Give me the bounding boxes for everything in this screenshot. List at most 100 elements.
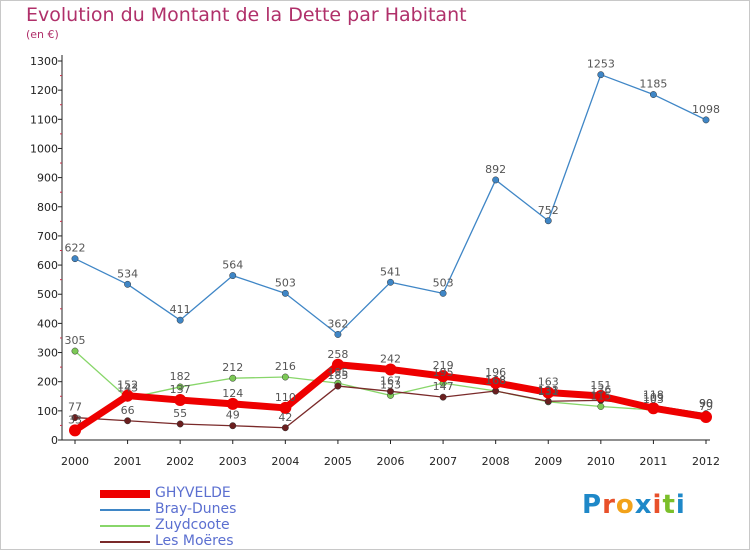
- data-label-les-moeres: 49: [226, 409, 240, 422]
- data-label-ghyvelde: 110: [275, 391, 296, 404]
- data-label-les-moeres: 66: [121, 404, 135, 417]
- x-tick-label: 2007: [429, 455, 457, 468]
- data-label-zuydcoote: 212: [222, 361, 243, 374]
- x-tick-label: 2004: [271, 455, 299, 468]
- axes: 0 100 200 300 400 500 600 700 800 900 1000 1100 1200…: [30, 55, 720, 468]
- y-tick-label: 1100: [30, 113, 58, 126]
- x-tick-label: 2010: [587, 455, 615, 468]
- data-label-bray-dunes: 752: [538, 204, 559, 217]
- data-label-ghyvelde: 196: [485, 366, 506, 379]
- data-point-les-moeres: [439, 393, 447, 401]
- logo-letter: x: [634, 490, 653, 520]
- data-label-les-moeres: 168: [485, 374, 506, 387]
- x-tick-label: 2001: [114, 455, 142, 468]
- data-label-ghyvelde: 79: [699, 400, 713, 413]
- data-point-bray-dunes: [702, 116, 710, 124]
- data-label-ghyvelde: 109: [643, 391, 664, 404]
- data-label-les-moeres: 185: [327, 369, 348, 382]
- data-label-les-moeres: 90: [699, 397, 713, 410]
- y-tick-label: 1300: [30, 55, 58, 68]
- y-tick-label: 900: [37, 172, 58, 185]
- y-tick-label: 0: [51, 434, 58, 447]
- data-label-zuydcoote: 216: [275, 360, 296, 373]
- y-tick-label: 1000: [30, 142, 58, 155]
- data-point-zuydcoote: [176, 383, 184, 391]
- logo-letter: i: [675, 490, 686, 520]
- data-label-bray-dunes: 541: [380, 265, 401, 278]
- chart-unit: (en €): [26, 28, 59, 41]
- y-tick-label: 700: [37, 230, 58, 243]
- data-label-zuydcoote: 182: [170, 370, 191, 383]
- data-label-zuydcoote: 305: [65, 334, 86, 347]
- legend-label-zuydcoote: Zuydcoote: [155, 517, 230, 533]
- y-tick-label: 400: [37, 317, 58, 330]
- y-tick-label: 1200: [30, 84, 58, 97]
- data-label-bray-dunes: 1253: [587, 58, 615, 71]
- legend-swatch-bray-dunes: [100, 509, 150, 511]
- y-tick-label: 300: [37, 347, 58, 360]
- data-label-zuydcoote: 195: [327, 366, 348, 379]
- x-tick-label: 2011: [639, 455, 667, 468]
- legend-label-ghyvelde: GHYVELDE: [155, 485, 231, 501]
- x-tick-label: 2002: [166, 455, 194, 468]
- data-label-ghyvelde: 219: [433, 359, 454, 372]
- data-label-bray-dunes: 622: [65, 242, 86, 255]
- data-label-bray-dunes: 503: [433, 276, 454, 289]
- data-point-bray-dunes: [492, 176, 500, 184]
- data-label-bray-dunes: 503: [275, 276, 296, 289]
- data-label-zuydcoote: 195: [433, 366, 454, 379]
- data-label-zuydcoote: 103: [643, 393, 664, 406]
- data-label-ghyvelde: 151: [590, 379, 611, 392]
- data-label-bray-dunes: 1185: [639, 78, 667, 91]
- data-label-bray-dunes: 411: [170, 303, 191, 316]
- data-point-zuydcoote: [281, 373, 289, 381]
- data-point-les-moeres: [176, 420, 184, 428]
- data-point-ghyvelde: [542, 386, 555, 399]
- data-label-ghyvelde: 124: [222, 387, 243, 400]
- y-tick-label: 600: [37, 259, 58, 272]
- data-label-zuydcoote: 131: [538, 385, 559, 398]
- data-point-bray-dunes: [439, 289, 447, 297]
- data-point-bray-dunes: [176, 316, 184, 324]
- series-line-bray-dunes: [74, 74, 707, 336]
- data-point-bray-dunes: [229, 272, 237, 280]
- data-point-bray-dunes: [387, 278, 394, 286]
- x-tick-label: 2003: [219, 455, 247, 468]
- data-label-ghyvelde: 137: [170, 383, 191, 396]
- data-label-ghyvelde: 258: [327, 348, 348, 361]
- proxiti-logo: Proxiti: [582, 490, 686, 520]
- data-point-zuydcoote: [229, 374, 237, 382]
- data-label-ghyvelde: 242: [380, 352, 401, 365]
- legend-swatch-les-moeres: [100, 541, 150, 543]
- data-point-les-moeres: [387, 387, 394, 395]
- data-label-zuydcoote: 168: [485, 374, 506, 387]
- data-label-les-moeres: 118: [643, 389, 664, 402]
- data-point-ghyvelde: [331, 358, 344, 371]
- series-points: [69, 71, 712, 437]
- data-label-zuydcoote: 115: [590, 389, 611, 402]
- data-label-ghyvelde: 152: [117, 379, 138, 392]
- x-tick-label: 2005: [324, 455, 352, 468]
- data-point-ghyvelde: [594, 389, 607, 402]
- legend-label-les-moeres: Les Moëres: [155, 533, 234, 549]
- data-point-les-moeres: [544, 397, 552, 405]
- data-point-ghyvelde: [121, 389, 134, 402]
- data-point-bray-dunes: [281, 289, 289, 297]
- data-point-ghyvelde: [437, 370, 450, 383]
- data-label-zuydcoote: 153: [380, 378, 401, 391]
- legend-label-bray-dunes: Bray-Dunes: [155, 501, 237, 517]
- logo-letter: i: [652, 490, 663, 520]
- data-label-les-moeres: 147: [433, 380, 454, 393]
- data-point-bray-dunes: [124, 280, 132, 288]
- data-label-les-moeres: 77: [68, 401, 82, 414]
- y-tick-label: 500: [37, 288, 58, 301]
- data-point-bray-dunes: [71, 255, 79, 263]
- logo-letter: t: [662, 490, 676, 520]
- data-point-les-moeres: [71, 414, 79, 422]
- y-tick-label: 200: [37, 376, 58, 389]
- data-point-zuydcoote: [71, 347, 79, 355]
- data-point-bray-dunes: [334, 331, 342, 338]
- data-point-ghyvelde: [69, 424, 81, 437]
